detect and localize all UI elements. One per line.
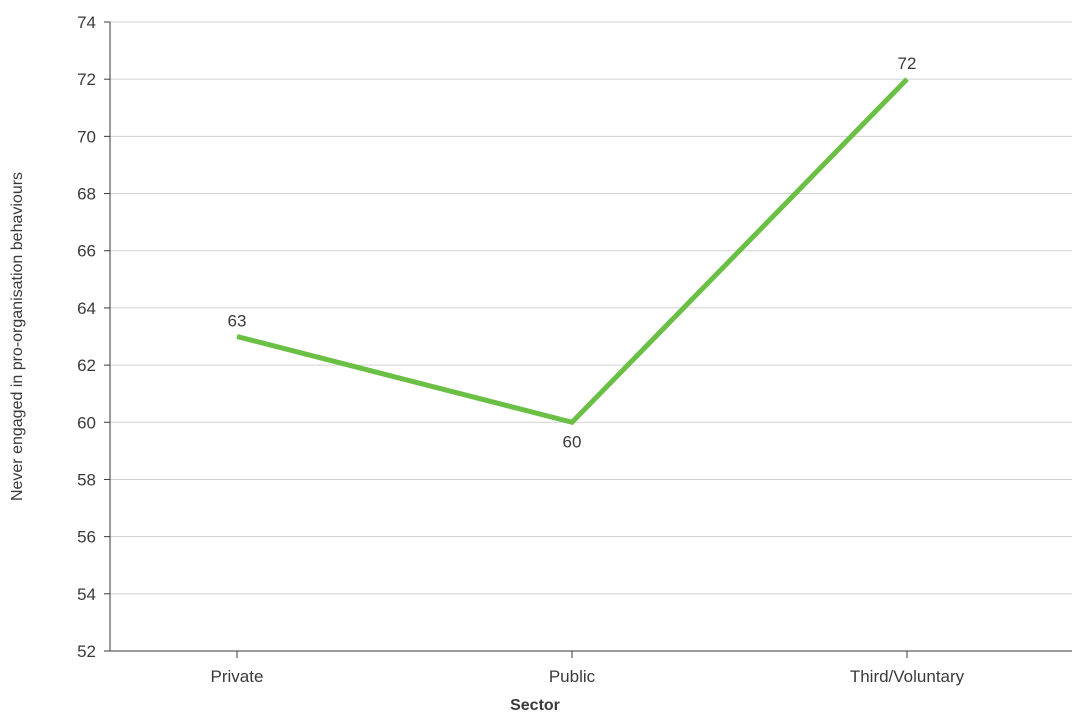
- data-label: 63: [228, 312, 247, 331]
- y-tick-label: 54: [77, 585, 96, 604]
- x-tick-label: Third/Voluntary: [850, 667, 965, 686]
- data-labels: 63 60 72: [228, 54, 917, 451]
- y-tick-label: 70: [77, 127, 96, 146]
- y-tick-label: 64: [77, 299, 96, 318]
- y-axis-title: Never engaged in pro-organisation behavi…: [9, 172, 26, 501]
- y-tick-label: 62: [77, 356, 96, 375]
- x-tick-label: Public: [549, 667, 596, 686]
- y-tick-label: 72: [77, 70, 96, 89]
- y-tick-label: 74: [77, 13, 96, 32]
- series: [236, 77, 909, 426]
- axes: [109, 22, 1072, 652]
- x-axis-title: Sector: [510, 697, 560, 714]
- y-tick-label: 68: [77, 185, 96, 204]
- data-label: 72: [898, 54, 917, 73]
- y-tick-label: 58: [77, 470, 96, 489]
- y-tick-label: 66: [77, 242, 96, 261]
- x-tick-labels: Private Public Third/Voluntary: [211, 651, 965, 686]
- series-line: [236, 77, 909, 426]
- y-tick-label: 56: [77, 528, 96, 547]
- y-tick-labels: 52 54 56 58 60 62 64 66 68 70 72 74: [77, 13, 110, 661]
- gridlines: [110, 21, 1072, 595]
- y-tick-label: 52: [77, 642, 96, 661]
- x-tick-label: Private: [211, 667, 264, 686]
- y-tick-label: 60: [77, 413, 96, 432]
- data-label: 60: [563, 432, 582, 451]
